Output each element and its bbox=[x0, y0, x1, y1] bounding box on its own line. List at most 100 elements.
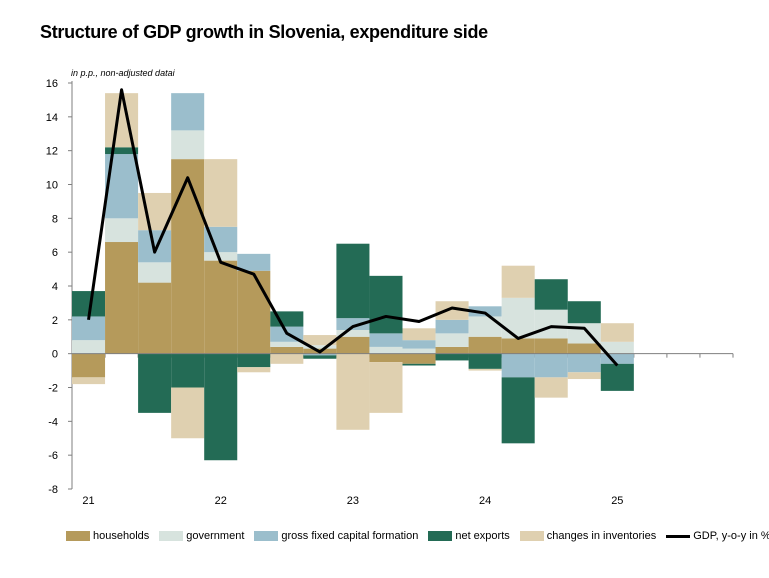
bar-changes-in-inventories bbox=[501, 265, 535, 298]
legend: households government gross fixed capital … bbox=[66, 530, 769, 542]
legend-label: changes in inventories bbox=[546, 530, 657, 542]
bar-households bbox=[567, 343, 601, 354]
legend-swatch bbox=[66, 531, 90, 541]
bar-gross-fixed-capital-formation bbox=[468, 306, 502, 317]
bar-households bbox=[138, 282, 172, 354]
unit-note: in p.p., non-adjusted datai bbox=[71, 68, 176, 78]
bar-households bbox=[435, 346, 469, 354]
bar-net-exports bbox=[204, 353, 238, 461]
bar-net-exports bbox=[303, 355, 337, 359]
gdp-line bbox=[87, 88, 619, 367]
legend-line-swatch bbox=[666, 534, 691, 538]
bar-changes-in-inventories bbox=[402, 328, 436, 341]
bar-households bbox=[204, 260, 238, 354]
bar-changes-in-inventories bbox=[567, 372, 601, 380]
bar-households bbox=[237, 270, 271, 354]
bar-government bbox=[105, 218, 139, 243]
bar-changes-in-inventories bbox=[171, 387, 205, 439]
legend-swatch bbox=[519, 531, 544, 541]
bar-gross-fixed-capital-formation bbox=[237, 253, 271, 271]
bar-net-exports bbox=[237, 353, 271, 368]
chart-title: Structure of GDP growth in Slovenia, exp… bbox=[40, 22, 488, 42]
bar-households bbox=[270, 346, 304, 354]
bar-households bbox=[336, 336, 370, 354]
y-tick-label: 2 bbox=[52, 315, 58, 327]
bar-net-exports bbox=[501, 377, 535, 444]
y-tick-label: -4 bbox=[48, 416, 58, 428]
bar-net-exports bbox=[171, 353, 205, 388]
bar-government bbox=[435, 333, 469, 347]
bar-changes-in-inventories bbox=[270, 353, 304, 364]
bar-gross-fixed-capital-formation bbox=[303, 353, 337, 356]
legend-item: GDP, y-o-y in % bbox=[666, 530, 769, 542]
bar-net-exports bbox=[270, 311, 304, 327]
y-tick-label: 10 bbox=[46, 180, 58, 192]
legend-item: gross fixed capital formation bbox=[254, 530, 418, 542]
bar-net-exports bbox=[600, 363, 634, 391]
x-tick-label: 23 bbox=[347, 495, 359, 507]
bar-changes-in-inventories bbox=[468, 368, 502, 371]
bar-households bbox=[72, 353, 106, 378]
bar-government bbox=[468, 316, 502, 337]
bar-government bbox=[600, 341, 634, 354]
bar-net-exports bbox=[336, 243, 370, 319]
bar-government bbox=[270, 341, 304, 347]
bar-net-exports bbox=[534, 279, 568, 310]
x-tick-label: 21 bbox=[82, 495, 94, 507]
y-tick-label: 4 bbox=[52, 281, 58, 293]
bar-households bbox=[369, 353, 403, 363]
bar-government bbox=[72, 340, 106, 354]
bar-changes-in-inventories bbox=[435, 301, 469, 320]
y-tick-label: -2 bbox=[48, 383, 58, 395]
bar-gross-fixed-capital-formation bbox=[72, 316, 106, 341]
bar-government bbox=[369, 346, 403, 354]
bars-layer bbox=[72, 93, 634, 461]
bar-gross-fixed-capital-formation bbox=[534, 353, 568, 378]
bar-changes-in-inventories bbox=[600, 323, 634, 342]
legend-item: government bbox=[159, 530, 244, 542]
bar-households bbox=[402, 353, 436, 364]
y-tick-label: 14 bbox=[46, 112, 58, 124]
bar-changes-in-inventories bbox=[237, 367, 271, 373]
bar-gross-fixed-capital-formation bbox=[567, 353, 601, 373]
bar-households bbox=[468, 336, 502, 354]
legend-item: net exports bbox=[428, 530, 510, 542]
bar-households bbox=[171, 159, 205, 354]
legend-swatch bbox=[254, 531, 279, 541]
bar-government bbox=[171, 130, 205, 160]
bar-households bbox=[105, 242, 139, 354]
bar-government bbox=[402, 348, 436, 354]
bar-gross-fixed-capital-formation bbox=[369, 333, 403, 347]
bar-gross-fixed-capital-formation bbox=[600, 353, 634, 364]
y-tick-label: -6 bbox=[48, 450, 58, 462]
legend-item: households bbox=[66, 530, 149, 542]
bar-government bbox=[303, 345, 337, 349]
bar-government bbox=[501, 297, 535, 339]
bar-net-exports bbox=[138, 353, 172, 413]
bar-gross-fixed-capital-formation bbox=[336, 318, 370, 330]
x-tick-label: 22 bbox=[215, 495, 227, 507]
y-tick-label: -8 bbox=[48, 484, 58, 496]
bar-changes-in-inventories bbox=[336, 353, 370, 430]
bar-net-exports bbox=[468, 353, 502, 369]
bar-households bbox=[501, 338, 535, 354]
legend-label: GDP, y-o-y in % bbox=[693, 530, 769, 542]
bar-changes-in-inventories bbox=[303, 335, 337, 346]
y-tick-label: 8 bbox=[52, 213, 58, 225]
bar-net-exports bbox=[402, 363, 436, 366]
legend-swatch bbox=[428, 531, 453, 541]
bar-government bbox=[204, 252, 238, 261]
bar-gross-fixed-capital-formation bbox=[171, 93, 205, 131]
legend-swatch bbox=[159, 531, 184, 541]
legend-item: changes in inventories bbox=[519, 530, 657, 542]
legend-label: gross fixed capital formation bbox=[281, 530, 419, 542]
y-tick-label: 0 bbox=[52, 349, 58, 361]
bar-net-exports bbox=[369, 275, 403, 334]
x-tick-label: 25 bbox=[611, 495, 623, 507]
bar-changes-in-inventories bbox=[204, 159, 238, 227]
bar-changes-in-inventories bbox=[534, 377, 568, 398]
bar-households bbox=[534, 338, 568, 354]
bar-government bbox=[138, 262, 172, 283]
